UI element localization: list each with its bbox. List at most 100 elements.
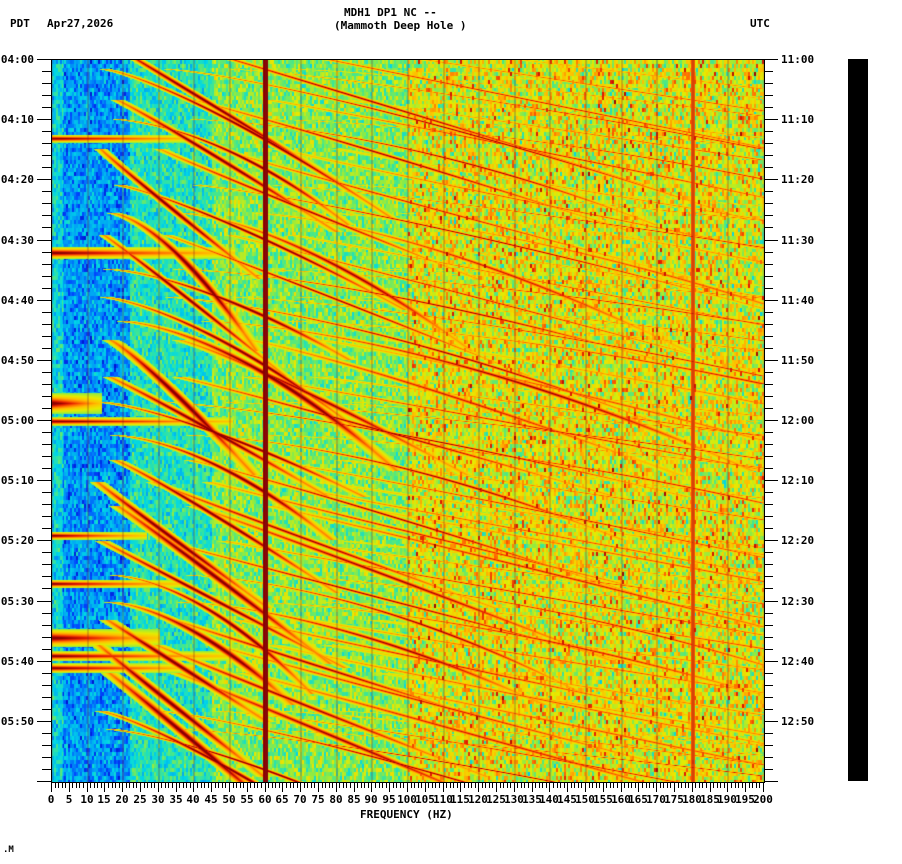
freq-axis-minor-tick xyxy=(653,783,654,788)
freq-axis-tick-label: 10 xyxy=(80,793,94,806)
right-axis-minor-tick xyxy=(764,276,773,277)
freq-axis-minor-tick xyxy=(610,783,611,788)
freq-axis-minor-tick xyxy=(517,783,518,788)
left-axis-minor-tick xyxy=(42,155,51,156)
left-axis-major-tick xyxy=(37,661,51,662)
right-axis-minor-tick xyxy=(764,348,773,349)
freq-axis-major-tick xyxy=(51,783,52,792)
left-axis-major-tick xyxy=(37,179,51,180)
freq-axis-minor-tick xyxy=(724,783,725,788)
right-axis-minor-tick xyxy=(764,324,773,325)
right-axis-minor-tick xyxy=(764,697,773,698)
freq-axis-minor-tick xyxy=(574,783,575,788)
left-axis-major-tick xyxy=(37,480,51,481)
freq-axis-tick-label: 25 xyxy=(133,793,147,806)
freq-axis-minor-tick xyxy=(450,783,451,788)
freq-axis-minor-tick xyxy=(297,783,298,788)
freq-axis-tick-label: 90 xyxy=(364,793,378,806)
freq-axis-minor-tick xyxy=(325,783,326,788)
freq-axis-tick-label: 35 xyxy=(169,793,183,806)
freq-axis-minor-tick xyxy=(329,783,330,788)
freq-axis-tick-label: 40 xyxy=(186,793,200,806)
freq-axis-minor-tick xyxy=(439,783,440,788)
freq-axis-minor-tick xyxy=(475,783,476,788)
left-axis-minor-tick xyxy=(42,745,51,746)
freq-axis-minor-tick xyxy=(642,783,643,788)
freq-axis-major-tick xyxy=(532,783,533,792)
spectrogram-plot-area[interactable] xyxy=(51,59,765,783)
freq-axis-minor-tick xyxy=(168,783,169,788)
freq-axis-major-tick xyxy=(585,783,586,792)
freq-axis-minor-tick xyxy=(151,783,152,788)
right-axis-major-tick xyxy=(764,661,778,662)
right-axis-minor-tick xyxy=(764,252,773,253)
right-axis-minor-tick xyxy=(764,613,773,614)
right-axis-tick-label: 12:20 xyxy=(781,534,815,547)
right-axis-minor-tick xyxy=(764,552,773,553)
right-axis-major-tick xyxy=(764,119,778,120)
freq-axis-major-tick xyxy=(122,783,123,792)
freq-axis-minor-tick xyxy=(756,783,757,788)
left-axis-minor-tick xyxy=(42,468,51,469)
freq-axis-minor-tick xyxy=(688,783,689,788)
freq-axis-tick-label: 130 xyxy=(504,793,524,806)
left-axis-minor-tick xyxy=(42,408,51,409)
freq-axis-minor-tick xyxy=(731,783,732,788)
right-axis-tick-label: 12:50 xyxy=(781,715,815,728)
left-axis-minor-tick xyxy=(42,384,51,385)
freq-axis-minor-tick xyxy=(201,783,202,788)
freq-axis-minor-tick xyxy=(55,783,56,788)
left-axis-minor-tick xyxy=(42,769,51,770)
left-axis-minor-tick xyxy=(42,396,51,397)
left-axis-minor-tick xyxy=(42,324,51,325)
freq-axis-minor-tick xyxy=(428,783,429,788)
left-axis-major-tick xyxy=(37,119,51,120)
freq-axis-tick-label: 185 xyxy=(700,793,720,806)
right-axis-minor-tick xyxy=(764,673,773,674)
freq-axis-minor-tick xyxy=(290,783,291,788)
freq-axis-major-tick xyxy=(710,783,711,792)
right-axis-minor-tick xyxy=(764,564,773,565)
freq-axis-minor-tick xyxy=(599,783,600,788)
right-axis-minor-tick xyxy=(764,384,773,385)
freq-axis-major-tick xyxy=(158,783,159,792)
freq-axis-major-tick xyxy=(496,783,497,792)
left-axis-major-tick xyxy=(37,420,51,421)
left-axis-minor-tick xyxy=(42,252,51,253)
right-axis-minor-tick xyxy=(764,95,773,96)
freq-axis-minor-tick xyxy=(240,783,241,788)
freq-axis-major-tick xyxy=(265,783,266,792)
freq-axis-minor-tick xyxy=(663,783,664,788)
page-subtitle: (Mammoth Deep Hole ) xyxy=(334,19,467,32)
left-axis-tick-label: 04:30 xyxy=(0,234,34,247)
freq-axis-minor-tick xyxy=(500,783,501,788)
freq-axis-major-tick xyxy=(603,783,604,792)
freq-axis-tick-label: 55 xyxy=(240,793,254,806)
left-axis-minor-tick xyxy=(42,649,51,650)
freq-axis-tick-label: 170 xyxy=(646,793,666,806)
freq-axis-minor-tick xyxy=(322,783,323,788)
freq-axis-minor-tick xyxy=(161,783,162,788)
freq-axis-major-tick xyxy=(354,783,355,792)
freq-axis-minor-tick xyxy=(592,783,593,788)
left-axis-minor-tick xyxy=(42,528,51,529)
freq-axis-tick-label: 50 xyxy=(222,793,236,806)
left-axis-tick-label: 04:40 xyxy=(0,294,34,307)
freq-axis-tick-label: 125 xyxy=(486,793,506,806)
freq-axis-major-tick xyxy=(318,783,319,792)
freq-axis-minor-tick xyxy=(243,783,244,788)
freq-axis-minor-tick xyxy=(613,783,614,788)
left-axis-minor-tick xyxy=(42,432,51,433)
freq-axis-tick-label: 30 xyxy=(151,793,165,806)
freq-axis-minor-tick xyxy=(752,783,753,788)
right-axis-major-tick xyxy=(764,360,778,361)
freq-axis-major-tick xyxy=(211,783,212,792)
freq-axis-minor-tick xyxy=(375,783,376,788)
freq-axis-minor-tick xyxy=(179,783,180,788)
freq-axis-tick-label: 65 xyxy=(275,793,289,806)
freq-axis-minor-tick xyxy=(346,783,347,788)
freq-axis-minor-tick xyxy=(190,783,191,788)
freq-axis-major-tick xyxy=(514,783,515,792)
freq-axis-minor-tick xyxy=(553,783,554,788)
